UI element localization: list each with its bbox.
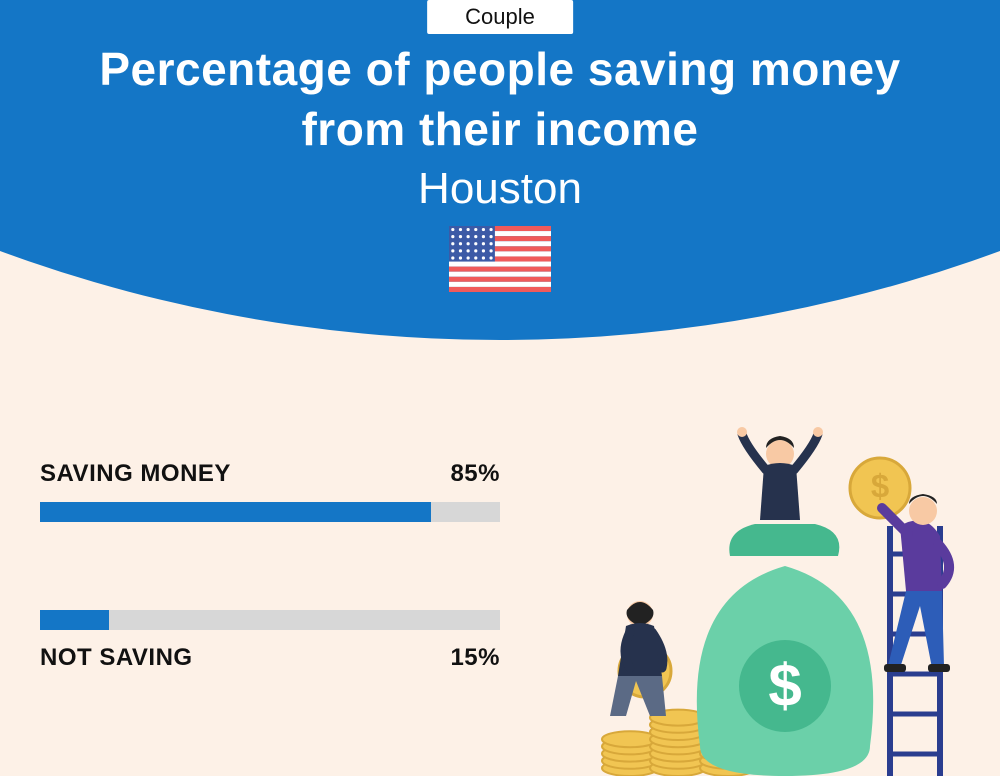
savings-illustration-icon: $$$ [570, 416, 980, 776]
bar-track-not-saving [40, 610, 500, 630]
bar-row-saving: SAVING MONEY 85% [40, 460, 500, 522]
category-badge: Couple [427, 0, 573, 34]
svg-text:$: $ [871, 468, 889, 505]
title-line-1: Percentage of people saving money [0, 40, 1000, 100]
bar-label-saving: SAVING MONEY [40, 460, 231, 488]
bar-value-not-saving: 15% [450, 644, 500, 672]
bar-chart: SAVING MONEY 85% NOT SAVING 15% [40, 460, 500, 760]
title-line-2: from their income [0, 100, 1000, 160]
svg-text:$: $ [768, 652, 801, 719]
bar-fill-not-saving [40, 610, 109, 630]
bar-row-not-saving: NOT SAVING 15% [40, 610, 500, 672]
bar-fill-saving [40, 502, 431, 522]
bar-track-saving [40, 502, 500, 522]
usa-flag-icon [449, 226, 551, 292]
title-block: Percentage of people saving money from t… [0, 40, 1000, 214]
subtitle-city: Houston [0, 164, 1000, 214]
bar-label-not-saving: NOT SAVING [40, 644, 193, 672]
bar-value-saving: 85% [450, 460, 500, 488]
